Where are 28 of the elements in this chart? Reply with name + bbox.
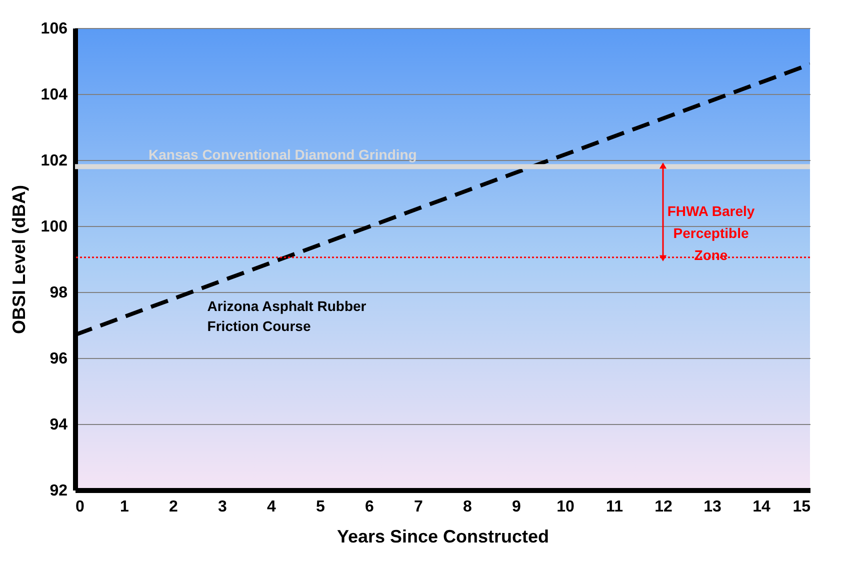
y-tick-label: 106	[40, 20, 68, 38]
y-tick-label: 92	[50, 482, 68, 500]
x-tick-label: 14	[752, 498, 770, 516]
y-tick-label: 104	[40, 86, 68, 104]
y-tick-label: 102	[40, 152, 68, 170]
x-tick-label: 9	[512, 498, 522, 516]
x-tick-label: 12	[654, 498, 672, 516]
x-tick-label: 15	[792, 498, 811, 516]
x-tick-label: 5	[316, 498, 326, 516]
x-tick-label: 3	[218, 498, 228, 516]
y-axis-title: OBSI Level (dBA)	[8, 184, 29, 334]
x-tick-label: 7	[414, 498, 424, 516]
x-tick-label: 4	[267, 498, 276, 516]
y-tick-label: 100	[40, 218, 68, 236]
x-tick-label: 8	[463, 498, 472, 516]
y-tick-label: 98	[50, 284, 68, 302]
x-tick-label: 11	[606, 498, 624, 516]
ref-line-label: Kansas Conventional Diamond Grinding	[148, 146, 417, 163]
y-tick-label: 96	[50, 350, 68, 368]
x-tick-label: 0	[76, 498, 84, 516]
x-tick-label: 2	[169, 498, 178, 516]
x-tick-label: 6	[365, 498, 374, 516]
series-label: Arizona Asphalt Rubber Friction Course	[207, 298, 367, 334]
x-tick-label: 1	[120, 498, 130, 516]
y-tick-label: 94	[50, 416, 68, 434]
x-tick-label: 10	[556, 498, 574, 516]
x-axis-title: Years Since Constructed	[336, 526, 550, 546]
x-tick-label: 13	[704, 498, 722, 516]
